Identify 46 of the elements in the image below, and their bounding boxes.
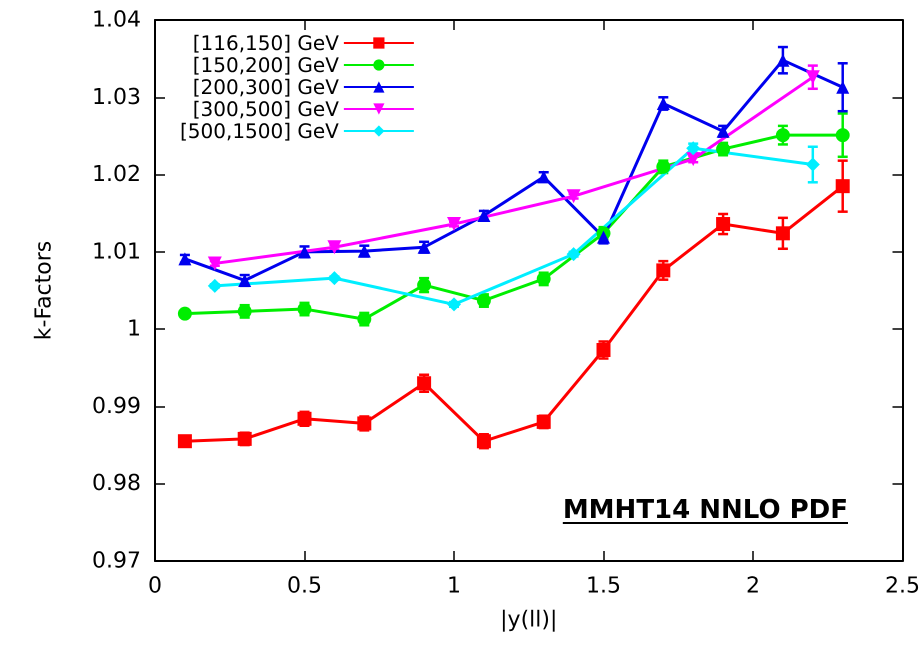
point bbox=[537, 170, 550, 184]
y-axis-title: k-Factors bbox=[32, 240, 56, 340]
point bbox=[447, 217, 462, 232]
point bbox=[597, 230, 610, 244]
y-tick-label: 0.97 bbox=[92, 548, 141, 574]
point bbox=[836, 80, 850, 94]
point bbox=[566, 247, 581, 262]
y-tick-label: 1.04 bbox=[92, 8, 141, 32]
point bbox=[178, 306, 192, 321]
point bbox=[327, 240, 342, 254]
point bbox=[776, 54, 790, 67]
point bbox=[208, 278, 222, 293]
y-tick-label: 1 bbox=[127, 316, 141, 342]
point bbox=[776, 226, 790, 240]
legend-label: [116,150] GeV bbox=[192, 31, 340, 55]
point bbox=[447, 297, 462, 312]
point bbox=[417, 376, 432, 390]
point bbox=[716, 217, 730, 232]
annotation: MMHT14 NNLO PDF bbox=[562, 495, 848, 525]
legend-label: [150,200] GeV bbox=[192, 53, 340, 77]
x-tick-label: 1.5 bbox=[586, 574, 622, 598]
legend-label: [300,500] GeV bbox=[192, 97, 340, 121]
legend-label: [500,1500] GeV bbox=[180, 119, 340, 143]
point bbox=[327, 271, 342, 286]
y-tick-label: 1.02 bbox=[92, 162, 141, 188]
point bbox=[836, 128, 850, 142]
point bbox=[566, 189, 581, 204]
point bbox=[836, 179, 850, 194]
point bbox=[178, 434, 192, 448]
point bbox=[776, 128, 790, 142]
x-tick-label: 0.5 bbox=[287, 574, 322, 598]
y-tick-label: 1.03 bbox=[92, 84, 141, 110]
legend-label: [200,300] GeV bbox=[192, 75, 340, 99]
point bbox=[656, 263, 670, 278]
point bbox=[208, 256, 222, 270]
x-tick-label: 2.5 bbox=[885, 574, 920, 598]
point bbox=[596, 343, 611, 358]
x-tick-label: 1 bbox=[447, 574, 462, 598]
point bbox=[806, 158, 820, 172]
x-tick-label: 2 bbox=[746, 574, 760, 598]
y-tick-label: 1.01 bbox=[92, 239, 141, 264]
point bbox=[806, 70, 820, 84]
y-tick-label: 0.99 bbox=[92, 394, 141, 419]
y-tick-label: 0.98 bbox=[92, 471, 141, 496]
x-tick-label: 0 bbox=[148, 574, 162, 598]
x-axis-title: |y(ll)| bbox=[500, 608, 558, 632]
